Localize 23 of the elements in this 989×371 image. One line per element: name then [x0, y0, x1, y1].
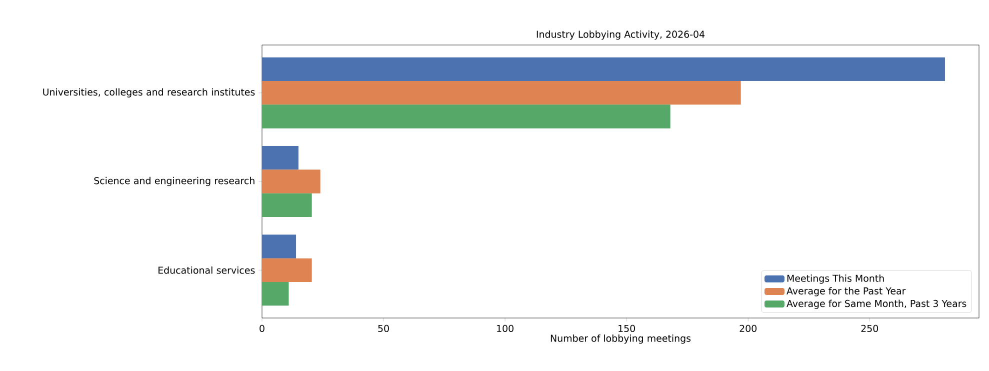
x-axis-title: Number of lobbying meetings — [550, 334, 691, 344]
y-tick-label: Universities, colleges and research institutes — [43, 88, 255, 98]
x-tick-label: 50 — [378, 324, 389, 332]
x-tick-label: 100 — [497, 324, 514, 332]
legend-label: Average for the Past Year — [786, 287, 906, 296]
y-tick-label: Science and engineering research — [94, 176, 254, 186]
legend-label: Meetings This Month — [787, 274, 884, 284]
chart-title: Industry Lobbying Activity, 2026-04 — [536, 30, 705, 40]
bar — [262, 258, 312, 282]
legend-label: Average for Same Month, Past 3 Years — [786, 300, 966, 309]
bar — [262, 170, 320, 194]
x-tick-label: 150 — [618, 324, 635, 332]
x-tick-label: 0 — [260, 324, 264, 332]
bar — [262, 282, 289, 306]
x-tick-label: 200 — [740, 324, 757, 332]
bar — [262, 81, 741, 105]
bar — [262, 146, 298, 170]
x-tick-label: 250 — [861, 324, 878, 332]
bar — [262, 104, 670, 128]
bar — [262, 57, 945, 82]
bar — [262, 234, 296, 258]
bar — [262, 193, 312, 217]
y-tick-label: Educational services — [158, 266, 255, 274]
